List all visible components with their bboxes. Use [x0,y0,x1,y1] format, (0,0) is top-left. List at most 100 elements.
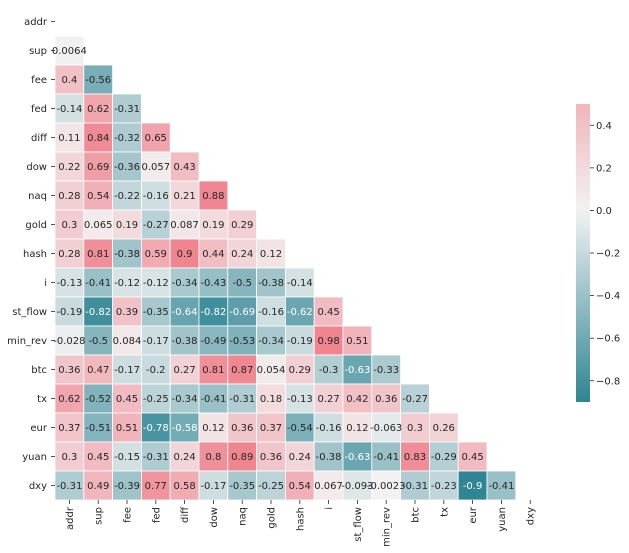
cell-value-label: -0.12 [114,278,140,289]
cell-value-label: 0.45 [317,307,339,318]
heatmap-cell [371,354,401,385]
cell-value-label: -0.35 [229,481,255,492]
cell-value-label: -0.51 [85,423,111,434]
heatmap-cell [198,412,229,443]
cell-value-label: 0.42 [346,394,368,405]
cell-value-label: -0.31 [56,481,82,492]
cell-value-label: 0.83 [404,452,426,463]
cell-value-label: 0.69 [87,162,109,173]
cell-value-label: 0.45 [87,452,109,463]
cell-value-label: -0.34 [172,278,198,289]
heatmap-cell [83,441,114,472]
cell-value-label: -0.36 [114,162,140,173]
x-axis-tick-labels: addr sup fee fed diff dow naq gold hash i st_flow m… [65,500,537,547]
colorbar-tick-label: −0.6 [596,334,620,345]
cell-value-label: 0.24 [231,249,253,260]
heatmap-cell [371,412,401,443]
cell-value-label: -0.54 [287,423,313,434]
cell-value-label: -0.27 [143,220,169,231]
y-tick-label: btc [31,365,47,376]
heatmap-cell [313,441,344,472]
cell-value-label: -0.5 [88,336,108,347]
cell-value-label: 0.054 [257,365,286,376]
cell-value-label: -0.5 [232,278,252,289]
cell-value-label: 0.28 [58,249,80,260]
x-tick-label: dow [209,507,220,528]
cell-value-label: 0.29 [289,365,311,376]
cell-value-label: -0.31 [402,481,428,492]
cell-value-label: -0.16 [258,307,284,318]
cell-value-label: -0.63 [344,365,370,376]
cell-value-label: 0.12 [202,423,224,434]
cell-value-label: -0.19 [287,336,313,347]
heatmap-cell [140,412,171,443]
y-axis-tick-labels: addr sup fee fed diff dow naq gold hash i st_flowm… [7,17,55,492]
cell-value-label: 0.37 [260,423,282,434]
cell-value-label: 0.45 [116,394,138,405]
cell-value-label: 0.19 [202,220,224,231]
cell-value-label: -0.38 [172,336,198,347]
y-tick-label: i [44,278,47,289]
cell-value-label: -0.38 [258,278,284,289]
heatmap-cell [169,412,200,443]
cell-value-label: 0.81 [202,365,224,376]
cell-value-label: -0.093 [341,481,373,492]
cell-value-label: -0.23 [431,481,457,492]
cell-value-label: -0.33 [373,365,399,376]
heatmap-cell [284,354,315,385]
heatmap-cell [83,151,114,182]
x-tick-label: i [324,507,335,510]
heatmap-cell [342,383,373,414]
cell-value-label: -0.34 [172,394,198,405]
heatmap-cell [227,354,258,385]
cell-value-label: 0.27 [317,394,339,405]
heatmap-cell [400,441,430,472]
heatmap-cell [227,209,258,240]
heatmap-cell [284,296,315,327]
cell-value-label: -0.41 [200,394,226,405]
x-tick-label: sup [94,507,105,525]
cell-value-label: -0.82 [85,307,111,318]
cell-value-label: 0.4 [61,75,77,86]
cell-value-label: -0.32 [114,133,140,144]
x-tick-label: yuan [497,507,508,532]
cell-value-label: -0.31 [143,452,169,463]
x-tick-label: addr [65,506,76,530]
heatmap-cell [140,151,171,182]
heatmap-cell [140,180,171,211]
y-tick-label: eur [30,423,47,434]
y-tick-label: st_flow [12,307,47,318]
heatmap-cell [428,470,459,501]
cell-value-label: -0.27 [402,394,428,405]
cell-value-label: -0.52 [85,394,111,405]
y-tick-label: dxy [29,481,47,492]
heatmap-cell [342,412,373,443]
cell-value-label: 0.59 [145,249,167,260]
heatmap-cell [342,441,373,472]
cell-value-label: -0.39 [114,481,140,492]
heatmap-cell [54,64,85,95]
heatmap-cell [428,412,459,443]
cell-value-label: -0.3 [319,365,339,376]
heatmap-cell [198,325,229,356]
heatmap-cell [54,325,85,356]
y-tick-label: hash [23,249,47,260]
cell-value-label: -0.22 [114,191,140,202]
cell-value-label: 0.44 [202,249,224,260]
heatmap-cell [112,296,142,327]
heatmap-cell [112,180,142,211]
heatmap-cell [83,296,114,327]
heatmap-cell [284,267,315,298]
cell-value-label: 0.77 [145,481,167,492]
cell-value-label: 0.27 [173,365,195,376]
y-tick-label: tx [37,394,47,405]
cell-value-label: -0.15 [114,452,140,463]
cell-value-label: 0.3 [407,423,423,434]
heatmap-cell [284,383,315,414]
cell-value-label: -0.16 [143,191,169,202]
x-tick-label: dxy [526,507,537,525]
heatmap-cell [313,383,344,414]
colorbar-tick-label: −0.2 [596,249,620,260]
heatmap-cell [140,354,171,385]
heatmap-cell [428,441,459,472]
